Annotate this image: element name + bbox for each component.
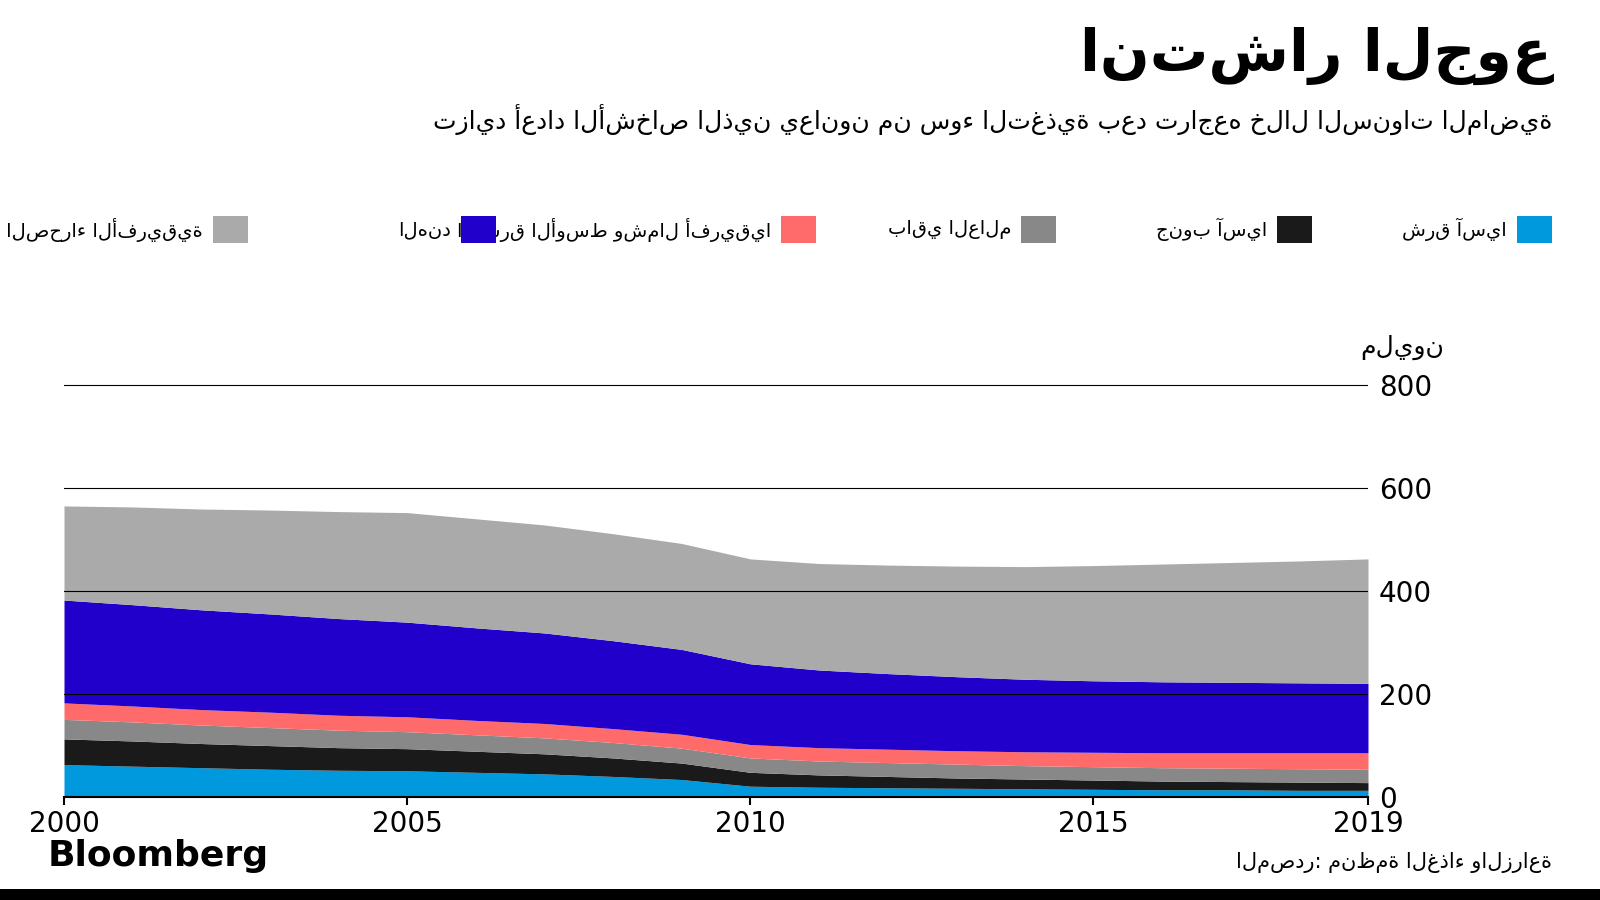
Text: Bloomberg: Bloomberg — [48, 839, 269, 873]
Text: تزايد أعداد الأشخاص الذين يعانون من سوء التغذية بعد تراجعه خلال السنوات الماضية: تزايد أعداد الأشخاص الذين يعانون من سوء … — [432, 104, 1552, 135]
Text: جنوب الصحراء الأفريقية: جنوب الصحراء الأفريقية — [0, 218, 203, 241]
Text: الهند: الهند — [398, 220, 451, 239]
Text: انتشار الجوع: انتشار الجوع — [1080, 27, 1552, 86]
Text: الشرق الأوسط وشمال أفريقيا: الشرق الأوسط وشمال أفريقيا — [458, 218, 771, 241]
Text: باقي العالم: باقي العالم — [888, 220, 1011, 239]
Text: المصدر: منظمة الغذاء والزراعة: المصدر: منظمة الغذاء والزراعة — [1235, 852, 1552, 873]
Text: مليون: مليون — [1360, 335, 1445, 360]
Text: جنوب آسيا: جنوب آسيا — [1155, 218, 1267, 241]
Text: شرق آسيا: شرق آسيا — [1403, 218, 1507, 241]
